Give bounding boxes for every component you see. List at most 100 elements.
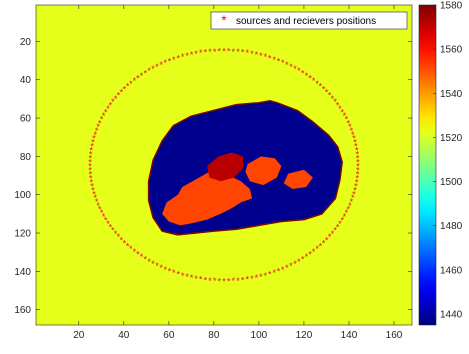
colorbar-tick-label: 1460 bbox=[440, 265, 463, 276]
marker: * bbox=[111, 97, 115, 107]
marker: * bbox=[354, 181, 358, 191]
marker: * bbox=[199, 275, 203, 285]
marker: * bbox=[328, 232, 332, 242]
marker: * bbox=[91, 185, 95, 195]
x-tick-label: 60 bbox=[163, 330, 175, 341]
marker: * bbox=[338, 104, 342, 114]
marker: * bbox=[96, 201, 100, 211]
x-tick-label: 20 bbox=[73, 330, 85, 341]
marker: * bbox=[352, 134, 356, 144]
marker: * bbox=[176, 270, 180, 280]
marker: * bbox=[305, 252, 309, 262]
marker: * bbox=[95, 197, 99, 207]
marker: * bbox=[181, 271, 185, 281]
marker: * bbox=[95, 126, 99, 136]
marker: * bbox=[88, 162, 92, 172]
colorbar-tick-label: 1500 bbox=[440, 177, 463, 188]
marker: * bbox=[222, 276, 226, 286]
marker: * bbox=[164, 265, 168, 275]
marker: * bbox=[351, 130, 355, 140]
marker: * bbox=[336, 222, 340, 232]
marker: * bbox=[218, 47, 222, 57]
marker: * bbox=[301, 68, 305, 78]
marker: * bbox=[338, 219, 342, 229]
marker: * bbox=[91, 138, 95, 148]
marker: * bbox=[185, 51, 189, 61]
marker: * bbox=[351, 193, 355, 203]
marker: * bbox=[353, 138, 357, 148]
marker: * bbox=[331, 94, 335, 104]
marker: * bbox=[305, 71, 309, 81]
marker: * bbox=[190, 50, 194, 60]
marker: * bbox=[241, 48, 245, 58]
marker: * bbox=[277, 267, 281, 277]
marker: * bbox=[354, 142, 358, 152]
marker: * bbox=[106, 104, 110, 114]
marker: * bbox=[350, 126, 354, 136]
marker: * bbox=[345, 208, 349, 218]
y-tick-label: 60 bbox=[20, 114, 32, 125]
marker: * bbox=[232, 47, 236, 57]
marker: * bbox=[199, 48, 203, 58]
x-tick-label: 40 bbox=[118, 330, 130, 341]
y-tick-label: 80 bbox=[20, 152, 32, 163]
marker: * bbox=[213, 276, 217, 286]
marker: * bbox=[89, 174, 93, 184]
marker: * bbox=[194, 49, 198, 59]
marker: * bbox=[281, 58, 285, 68]
marker: * bbox=[151, 64, 155, 74]
marker: * bbox=[140, 252, 144, 262]
marker: * bbox=[185, 272, 189, 282]
y-tick-label: 140 bbox=[14, 267, 31, 278]
marker: * bbox=[90, 181, 94, 191]
colorbar-tick-label: 1480 bbox=[440, 221, 463, 232]
marker: * bbox=[93, 130, 97, 140]
marker: * bbox=[322, 238, 326, 248]
tissue-regions bbox=[147, 100, 343, 236]
marker: * bbox=[155, 261, 159, 271]
region-orange-right bbox=[245, 156, 282, 186]
marker: * bbox=[356, 162, 360, 172]
marker: * bbox=[343, 111, 347, 121]
marker: * bbox=[98, 118, 102, 128]
marker: * bbox=[348, 122, 352, 132]
marker: * bbox=[259, 272, 263, 282]
marker: * bbox=[133, 76, 137, 86]
marker: * bbox=[155, 62, 159, 72]
marker: * bbox=[356, 170, 360, 180]
marker: * bbox=[129, 244, 133, 254]
marker: * bbox=[272, 55, 276, 65]
x-tick-label: 80 bbox=[208, 330, 220, 341]
marker: * bbox=[259, 51, 263, 61]
x-tick-label: 120 bbox=[296, 330, 313, 341]
marker: * bbox=[236, 47, 240, 57]
marker: * bbox=[277, 56, 281, 66]
legend: * sources and recievers positions bbox=[210, 11, 408, 30]
marker: * bbox=[250, 274, 254, 284]
y-tick-label: 120 bbox=[14, 229, 31, 240]
marker: * bbox=[204, 48, 208, 58]
marker: * bbox=[89, 153, 93, 163]
marker: * bbox=[227, 47, 231, 57]
x-tick-label: 160 bbox=[386, 330, 403, 341]
marker: * bbox=[227, 276, 231, 286]
x-tick-label: 140 bbox=[341, 330, 358, 341]
marker: * bbox=[114, 94, 118, 104]
y-tick-label: 100 bbox=[14, 190, 31, 201]
marker: * bbox=[222, 47, 226, 57]
marker: * bbox=[109, 222, 113, 232]
marker: * bbox=[281, 265, 285, 275]
marker: * bbox=[190, 273, 194, 283]
marker: * bbox=[345, 115, 349, 125]
marker: * bbox=[293, 64, 297, 74]
marker: * bbox=[168, 267, 172, 277]
colorbar-tick-label: 1540 bbox=[440, 89, 463, 100]
marker: * bbox=[297, 257, 301, 267]
marker: * bbox=[255, 50, 259, 60]
marker: * bbox=[289, 261, 293, 271]
marker: * bbox=[133, 247, 137, 257]
marker: * bbox=[92, 134, 96, 144]
marker: * bbox=[104, 215, 108, 225]
marker: * bbox=[126, 82, 130, 92]
